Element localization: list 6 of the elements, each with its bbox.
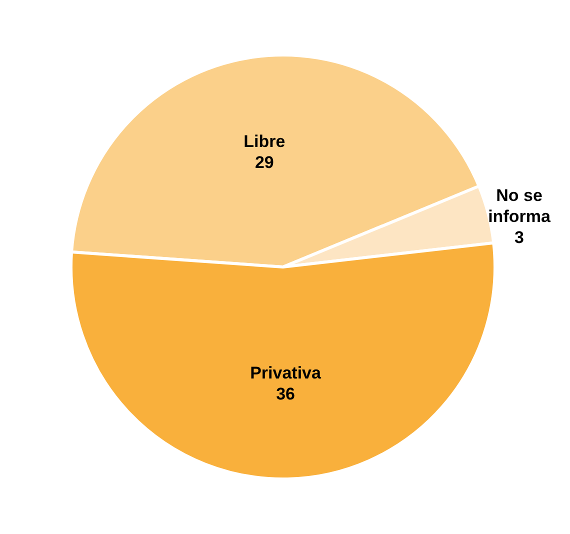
data-label: 36 xyxy=(276,384,295,404)
slice-label: Privativa xyxy=(250,364,322,383)
data-label: 3 xyxy=(514,228,524,248)
slice-label: Libre xyxy=(244,132,286,151)
data-label: 29 xyxy=(254,152,274,172)
slice-label: No se informa xyxy=(488,186,551,226)
